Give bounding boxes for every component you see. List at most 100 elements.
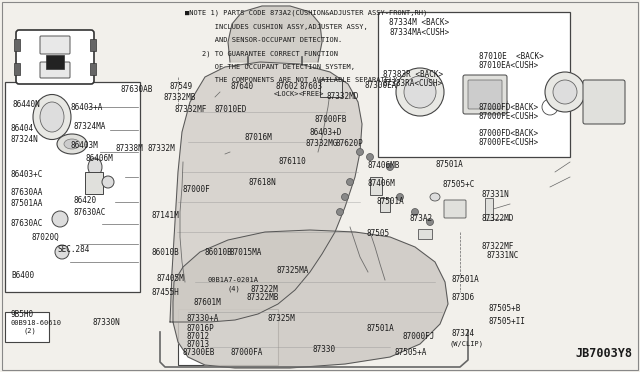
Text: <FREE>: <FREE>	[299, 91, 324, 97]
Text: 87630AC: 87630AC	[74, 208, 106, 217]
Circle shape	[342, 193, 349, 201]
Text: 87505: 87505	[366, 229, 389, 238]
Polygon shape	[228, 6, 322, 62]
Bar	[378, 12, 570, 157]
Text: 87324MA: 87324MA	[74, 122, 106, 131]
Bar	[418, 229, 432, 239]
Text: 87330: 87330	[312, 345, 335, 354]
Text: 86440N: 86440N	[13, 100, 40, 109]
Circle shape	[367, 154, 374, 160]
Text: B6400: B6400	[11, 271, 34, 280]
Text: 87549: 87549	[170, 82, 193, 91]
Text: 87322MB: 87322MB	[246, 293, 279, 302]
Text: 87505+C: 87505+C	[443, 180, 476, 189]
Bar	[85, 172, 103, 194]
Ellipse shape	[55, 245, 69, 259]
Ellipse shape	[40, 102, 64, 132]
Text: 87331NC: 87331NC	[486, 251, 519, 260]
Circle shape	[426, 218, 433, 225]
Bar	[5, 82, 140, 292]
Text: OF THE OCCUPANT DETECTION SYSTEM,: OF THE OCCUPANT DETECTION SYSTEM,	[185, 64, 355, 70]
Text: 87501A: 87501A	[451, 275, 479, 283]
Circle shape	[412, 208, 419, 215]
Text: (4): (4)	[227, 285, 240, 292]
Polygon shape	[170, 62, 362, 322]
Text: 87000FD<BACK>: 87000FD<BACK>	[479, 129, 539, 138]
Text: 00B918-60610: 00B918-60610	[11, 320, 62, 326]
Text: 87015MA: 87015MA	[229, 248, 262, 257]
Text: 87325MA: 87325MA	[276, 266, 309, 275]
Text: 87455H: 87455H	[152, 288, 179, 297]
FancyBboxPatch shape	[583, 80, 625, 124]
Text: 876110: 876110	[278, 157, 306, 166]
Ellipse shape	[64, 139, 80, 149]
Text: 87383RA<CUSH>: 87383RA<CUSH>	[383, 79, 443, 88]
Text: 87630AA: 87630AA	[11, 188, 44, 197]
Text: INCLUDES CUSHION ASSY,ADJUSTER ASSY,: INCLUDES CUSHION ASSY,ADJUSTER ASSY,	[185, 23, 368, 29]
Text: 87505+II: 87505+II	[489, 317, 526, 326]
Text: 2) TO GUARANTEE CORRECT FUNCTION: 2) TO GUARANTEE CORRECT FUNCTION	[185, 51, 338, 57]
Text: 87322M: 87322M	[251, 285, 278, 294]
Text: (W/CLIP): (W/CLIP)	[449, 340, 483, 347]
Text: 87406M: 87406M	[367, 179, 395, 187]
FancyBboxPatch shape	[444, 200, 466, 218]
Text: AND SENSOR-OCCUPANT DETECTION.: AND SENSOR-OCCUPANT DETECTION.	[185, 37, 342, 43]
Text: 87300EB: 87300EB	[182, 348, 215, 357]
Text: 87000FE<CUSH>: 87000FE<CUSH>	[479, 138, 539, 147]
Text: 87334M <BACK>: 87334M <BACK>	[389, 18, 449, 27]
Text: 87010ED: 87010ED	[214, 105, 247, 114]
Text: 9B5H0: 9B5H0	[11, 310, 34, 319]
Bar	[5, 312, 49, 342]
Circle shape	[387, 164, 394, 170]
Text: (2): (2)	[23, 327, 36, 334]
Text: 87501A: 87501A	[435, 160, 463, 169]
Text: 86403+A: 86403+A	[70, 103, 103, 112]
Circle shape	[356, 148, 364, 155]
FancyBboxPatch shape	[40, 36, 70, 54]
Text: 87000FE<CUSH>: 87000FE<CUSH>	[479, 112, 539, 121]
Bar	[90, 39, 96, 51]
Text: 87332MD: 87332MD	[326, 92, 359, 101]
Text: 00B1A7-0201A: 00B1A7-0201A	[208, 277, 259, 283]
Text: 87325M: 87325M	[268, 314, 295, 323]
Text: 87330+A: 87330+A	[187, 314, 220, 323]
Bar	[485, 198, 493, 220]
Text: <LOCK>: <LOCK>	[274, 91, 300, 97]
FancyBboxPatch shape	[463, 75, 507, 114]
Text: 87603: 87603	[300, 82, 323, 91]
Bar	[380, 198, 390, 212]
Text: 87324: 87324	[452, 329, 475, 338]
Text: 87383R <BACK>: 87383R <BACK>	[383, 70, 443, 79]
Text: 87338M: 87338M	[115, 144, 143, 153]
Text: 87630AC: 87630AC	[11, 219, 44, 228]
Ellipse shape	[33, 94, 71, 140]
Text: 87406MB: 87406MB	[367, 161, 400, 170]
Bar	[14, 63, 20, 75]
Text: 87016M: 87016M	[244, 133, 272, 142]
Text: 87330N: 87330N	[93, 318, 120, 327]
Text: 87000FD<BACK>: 87000FD<BACK>	[479, 103, 539, 112]
Text: 87000FA: 87000FA	[230, 348, 263, 357]
Circle shape	[404, 76, 436, 108]
Text: 87501AA: 87501AA	[11, 199, 44, 208]
Text: 87618N: 87618N	[248, 178, 276, 187]
Text: 86403+C: 86403+C	[11, 170, 44, 179]
Text: 86010B: 86010B	[205, 248, 232, 257]
Text: 86406M: 86406M	[85, 154, 113, 163]
Circle shape	[396, 68, 444, 116]
Text: 87601M: 87601M	[194, 298, 221, 307]
Text: 87010EA<CUSH>: 87010EA<CUSH>	[479, 61, 539, 70]
Text: 87630AB: 87630AB	[120, 85, 153, 94]
Text: 87141M: 87141M	[152, 211, 179, 220]
Bar	[46, 55, 64, 69]
Ellipse shape	[88, 158, 102, 176]
Text: 87013: 87013	[187, 340, 210, 349]
Bar	[90, 63, 96, 75]
Text: 87332MF: 87332MF	[175, 105, 207, 114]
FancyBboxPatch shape	[16, 30, 94, 84]
FancyBboxPatch shape	[468, 80, 502, 109]
FancyBboxPatch shape	[40, 62, 70, 78]
Text: 87000F: 87000F	[182, 185, 210, 194]
Text: 87501A: 87501A	[376, 197, 404, 206]
Text: 87405M: 87405M	[157, 274, 184, 283]
